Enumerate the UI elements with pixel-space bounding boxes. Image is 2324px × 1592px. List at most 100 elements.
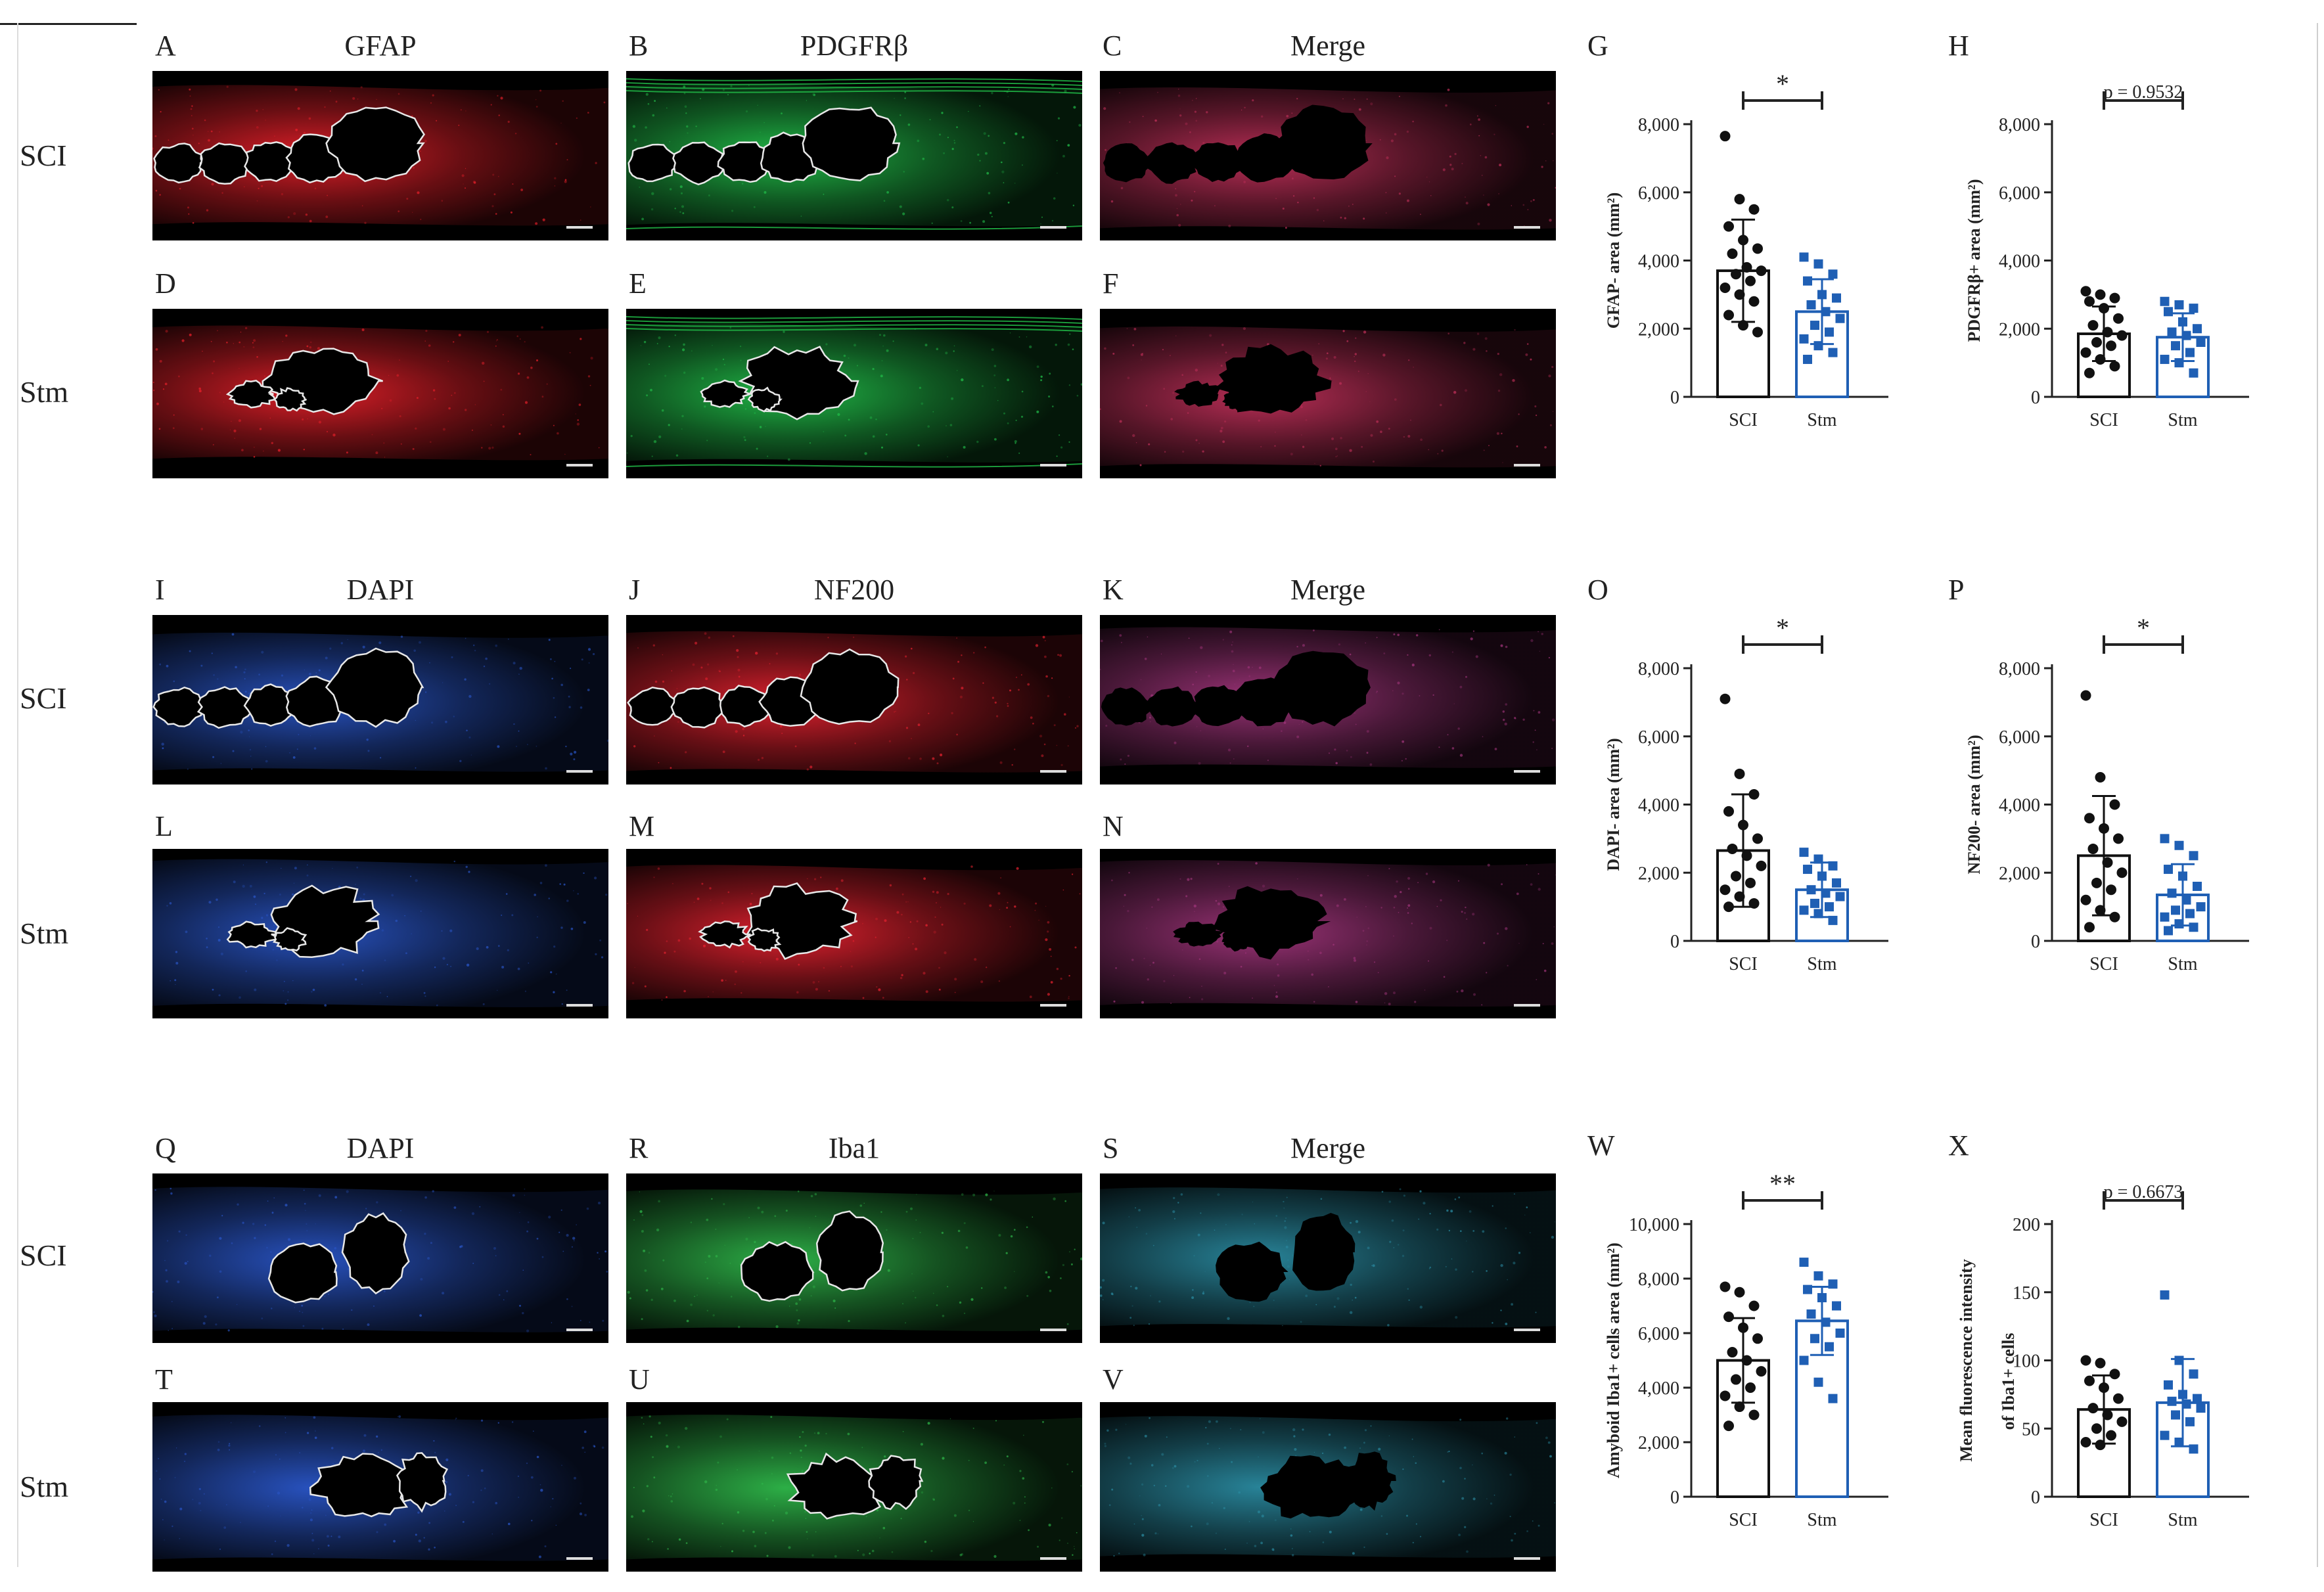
micrograph-pdgfr-stm (626, 309, 1082, 478)
data-point-sci (1720, 884, 1731, 896)
data-point-sci (2095, 1357, 2106, 1369)
data-point-stm (1828, 861, 1838, 871)
x-tick-label: SCI (2089, 1510, 2118, 1530)
data-point-stm (2181, 1399, 2191, 1409)
data-point-sci (1727, 843, 1738, 854)
data-point-sci (2113, 313, 2124, 324)
data-point-stm (2174, 840, 2184, 850)
chart-panel-P: P 0 2,000 4,000 6,000 8,000 NF200- area (mm²) S… (1947, 573, 2302, 980)
data-point-stm (2160, 1290, 2170, 1300)
data-point-sci (2109, 1369, 2120, 1380)
x-tick-label: Stm (2168, 1510, 2197, 1530)
data-point-stm (2174, 1355, 2184, 1365)
data-point-stm (2178, 1390, 2187, 1399)
x-tick-label: Stm (1807, 410, 1836, 430)
data-point-stm (1832, 878, 1841, 888)
data-point-stm (2181, 330, 2191, 340)
data-point-sci (1723, 1421, 1734, 1432)
panel-letter: C (1103, 30, 1122, 62)
data-point-stm (1825, 902, 1834, 912)
chart-letter: G (1587, 30, 1608, 62)
data-point-stm (2160, 354, 2170, 364)
data-point-sci (1734, 194, 1745, 205)
data-point-sci (1748, 296, 1760, 307)
data-point-stm (1821, 888, 1831, 898)
data-point-stm (2193, 1394, 2202, 1403)
data-point-stm (2196, 1403, 2206, 1413)
chart-panel-H: H 0 2,000 4,000 6,000 8,000 PDGFRβ+ area (mm²)… (1947, 29, 2302, 436)
micrograph-dapi-sci (152, 1173, 608, 1343)
column-title: Iba1 (828, 1132, 880, 1164)
data-point-sci (2102, 857, 2113, 868)
data-point-stm (2178, 871, 2187, 881)
panel-letter: F (1103, 267, 1119, 300)
data-point-sci (1745, 1382, 1756, 1393)
data-point-stm (1799, 1355, 1809, 1365)
micrograph-iba1-sci (626, 1173, 1082, 1343)
panel-letter: E (629, 267, 647, 300)
data-point-stm (2171, 341, 2180, 351)
chart-letter: X (1948, 1129, 1969, 1162)
micrograph-merge3-stm (1100, 1402, 1556, 1572)
data-point-stm (1828, 1279, 1838, 1289)
y-tick-label: 2,000 (1999, 319, 2040, 340)
data-point-stm (2171, 905, 2180, 915)
data-point-stm (2181, 895, 2191, 905)
data-point-sci (2099, 1382, 2109, 1393)
chart-panel-O: O 0 2,000 4,000 6,000 8,000 DAPI- area (mm²) SC… (1586, 573, 1941, 980)
data-point-sci (2084, 922, 2095, 933)
column-title: NF200 (813, 574, 895, 606)
micrograph-merge2-sci (1100, 615, 1556, 785)
data-point-stm (1817, 871, 1827, 881)
data-point-sci (1720, 131, 1731, 142)
data-point-sci (2080, 894, 2091, 905)
y-tick-label: 2,000 (1638, 1433, 1679, 1453)
right-border (2317, 23, 2318, 1567)
data-point-sci (2084, 367, 2095, 378)
y-tick-label: 6,000 (1999, 183, 2040, 204)
data-point-stm (2185, 1417, 2195, 1426)
data-point-stm (2189, 1369, 2199, 1379)
data-point-stm (2174, 1438, 2184, 1447)
x-tick-label: Stm (2168, 410, 2197, 430)
data-point-stm (2196, 902, 2206, 912)
data-point-stm (1799, 252, 1809, 262)
data-point-sci (2095, 772, 2106, 783)
micrograph-dapi-sci (152, 615, 608, 785)
x-tick-label: Stm (1807, 1510, 1836, 1530)
data-point-sci (1720, 1281, 1731, 1292)
data-point-sci (1734, 289, 1745, 300)
y-tick-label: 8,000 (1999, 659, 2040, 679)
panel-letter: R (629, 1132, 649, 1164)
data-point-stm (1835, 892, 1845, 901)
data-point-stm (2174, 358, 2184, 368)
data-point-stm (1813, 854, 1823, 864)
data-point-sci (2109, 361, 2120, 372)
data-point-stm (1828, 915, 1838, 925)
panel-letter: T (155, 1363, 173, 1396)
x-tick-label: Stm (1807, 954, 1836, 974)
data-point-sci (2099, 823, 2109, 834)
row-label-stm: Stm (20, 375, 69, 409)
data-point-sci (1741, 1355, 1752, 1366)
data-point-sci (1748, 788, 1760, 800)
data-point-sci (1741, 262, 1752, 273)
data-point-sci (2095, 289, 2106, 300)
data-point-sci (2091, 1423, 2102, 1434)
data-point-stm (1810, 321, 1819, 330)
data-point-sci (2080, 347, 2091, 358)
column-title: Merge (1290, 1132, 1366, 1164)
data-point-sci (2116, 1416, 2128, 1427)
data-point-stm (1813, 909, 1823, 919)
micrograph-merge2-stm (1100, 849, 1556, 1018)
data-point-stm (2171, 1410, 2180, 1420)
y-tick-label: 8,000 (1999, 115, 2040, 135)
data-point-sci (1756, 265, 1767, 277)
data-point-stm (1835, 1329, 1845, 1338)
data-point-sci (2102, 1409, 2113, 1421)
data-point-stm (1825, 1342, 1834, 1352)
data-point-stm (2160, 834, 2170, 844)
data-point-stm (1821, 1317, 1831, 1327)
data-point-stm (1806, 300, 1816, 309)
data-point-sci (1731, 1374, 1741, 1385)
